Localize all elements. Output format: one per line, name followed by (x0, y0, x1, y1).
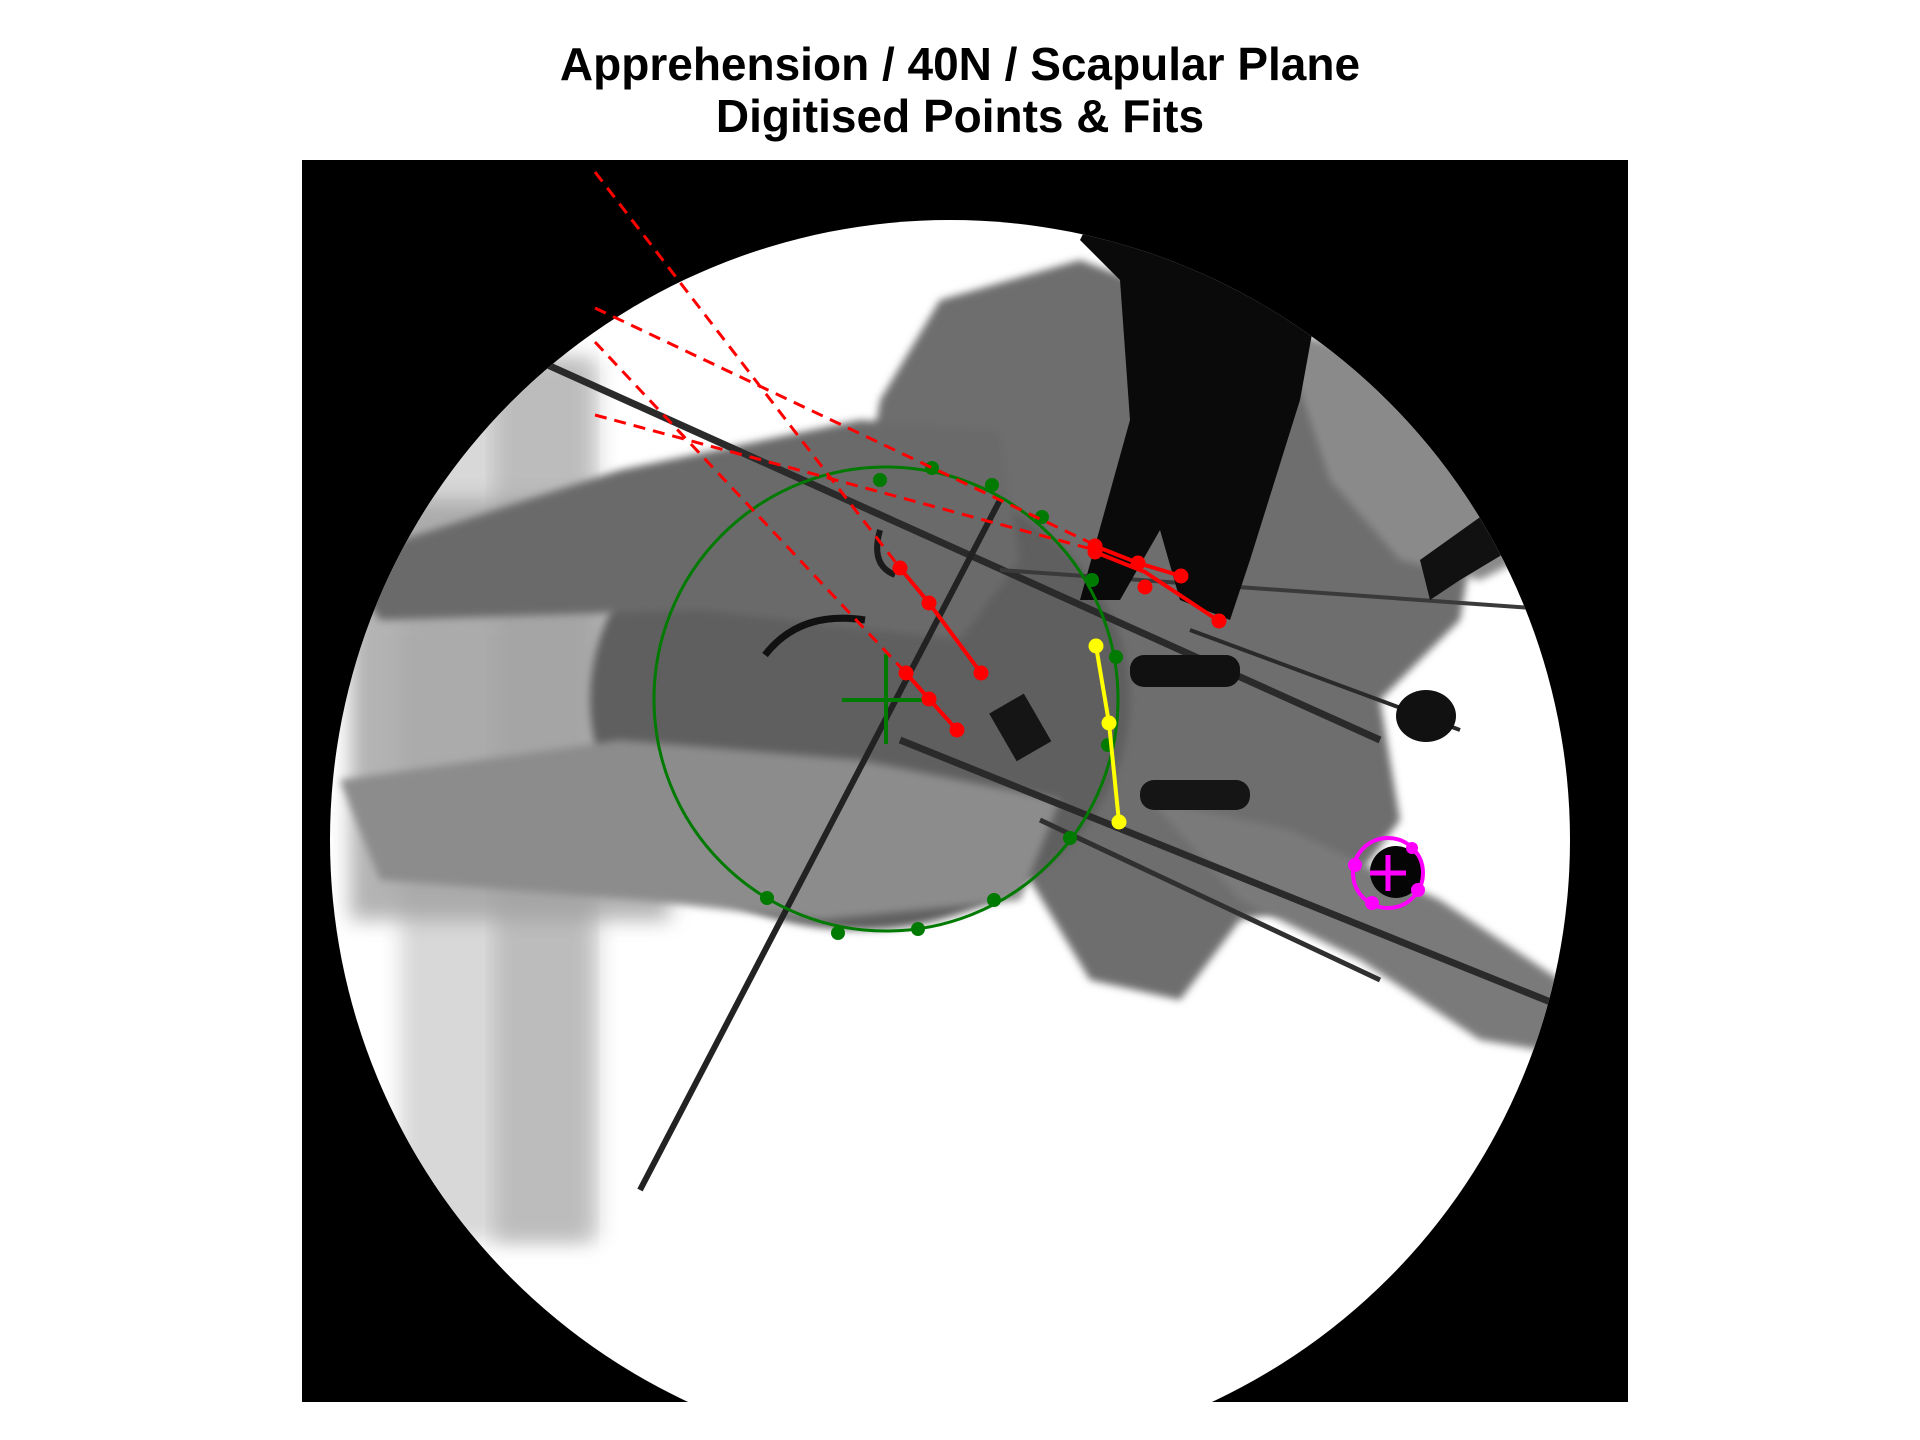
red-point (1130, 555, 1146, 571)
clip-bead (1396, 690, 1456, 742)
wire-3 (898, 736, 1570, 1034)
suture-knot (874, 529, 897, 578)
screw-head-1 (1130, 655, 1240, 687)
red-point (1211, 613, 1227, 629)
dashed-extensions (593, 171, 1096, 675)
red-point (892, 560, 908, 576)
red-point (1087, 538, 1103, 554)
marker-point (1406, 842, 1418, 854)
hh-point (925, 461, 939, 475)
clamp-instrument (1080, 220, 1530, 620)
red-point (1137, 579, 1153, 595)
glenoid-point (1101, 715, 1117, 731)
glenoid-line (1088, 638, 1127, 830)
marker-fit (1348, 836, 1425, 910)
marker-point (1411, 883, 1425, 897)
figure-title-line-2: Digitised Points & Fits (715, 90, 1205, 142)
hh-point (987, 893, 1001, 907)
humeral-head-circle (652, 465, 1120, 933)
hh-point (1109, 650, 1123, 664)
xray-image (302, 160, 1628, 1402)
lower-arm-shadow (340, 740, 1060, 920)
red-point (1173, 568, 1189, 584)
curved-wire (762, 614, 866, 658)
marker-point (1365, 896, 1379, 910)
fit-line-3 (1094, 550, 1221, 623)
glenoid-point (1111, 814, 1127, 830)
red-points (892, 538, 1227, 738)
dashed-line-2 (594, 306, 1096, 547)
humeral-head-points (760, 461, 1123, 940)
glenoid-point (1088, 638, 1104, 654)
dashed-line-4 (594, 413, 1096, 552)
red-point (921, 691, 937, 707)
hh-point (1085, 573, 1099, 587)
red-point (898, 665, 914, 681)
axis-line-fits (593, 171, 1227, 738)
humeral-head-fit (652, 461, 1123, 940)
hh-point (831, 926, 845, 940)
hh-point (1035, 510, 1049, 524)
wire-4 (1038, 817, 1382, 983)
hh-point (911, 922, 925, 936)
dashed-line-1 (593, 171, 902, 569)
red-point (973, 665, 989, 681)
figure-title-line-1: Apprehension / 40N / Scapular Plane (559, 38, 1361, 90)
screw-head-2 (1140, 780, 1250, 810)
marker-circle (1351, 836, 1425, 910)
marker-point (1348, 858, 1362, 872)
hh-point (760, 891, 774, 905)
hh-point (985, 478, 999, 492)
red-point (921, 595, 937, 611)
hh-point (1063, 831, 1077, 845)
red-point (949, 722, 965, 738)
humerus-shaft-shadow (340, 420, 1020, 640)
hh-point (873, 473, 887, 487)
screw-block (989, 693, 1052, 762)
dashed-line-3 (593, 340, 908, 675)
